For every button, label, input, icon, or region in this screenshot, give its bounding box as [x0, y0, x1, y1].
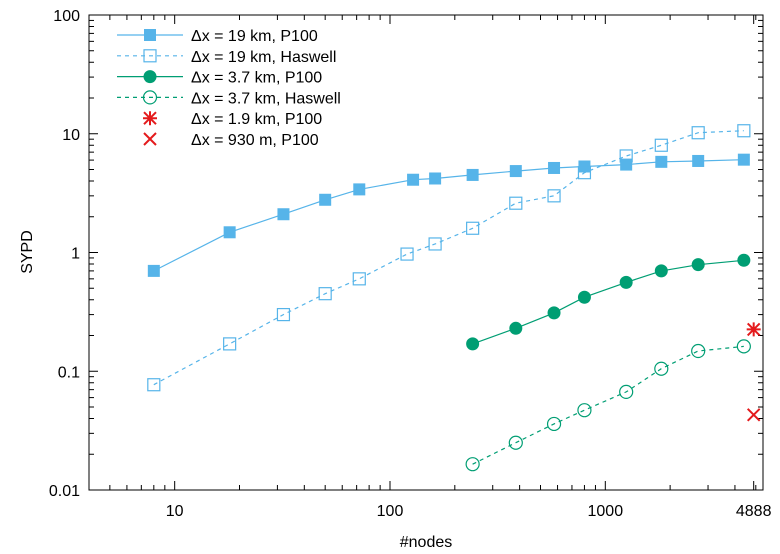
- legend-marker: [143, 132, 157, 146]
- x-tick-label: 4888: [736, 503, 772, 520]
- data-point: [620, 158, 633, 171]
- series-line: [472, 345, 744, 465]
- data-point: [223, 226, 236, 239]
- legend-marker: [143, 111, 157, 126]
- data-point: [466, 221, 480, 235]
- legend-marker: [142, 90, 158, 105]
- data-point: [466, 168, 479, 181]
- legend-label: Δx = 930 m, P100: [191, 132, 319, 149]
- data-point: [509, 196, 523, 210]
- data-point: [509, 165, 522, 178]
- series-line: [153, 159, 744, 272]
- x-tick-label: 100: [377, 503, 404, 520]
- legend-marker: [143, 70, 157, 84]
- data-point: [746, 408, 761, 422]
- data-point: [547, 306, 561, 320]
- series-layer: [147, 124, 761, 472]
- x-tick-label: 10: [166, 503, 184, 520]
- data-point: [577, 290, 591, 304]
- data-point: [429, 172, 442, 185]
- data-point: [654, 138, 668, 152]
- x-tick-label: 1000: [588, 503, 624, 520]
- data-point: [277, 208, 290, 221]
- series-5: [746, 408, 761, 422]
- data-point: [737, 153, 750, 166]
- data-point: [619, 149, 633, 163]
- data-point: [736, 339, 751, 354]
- data-point: [654, 361, 669, 376]
- data-point: [147, 378, 161, 392]
- data-point: [737, 124, 751, 138]
- y-axis-label: SYPD: [19, 230, 36, 274]
- series-line: [153, 130, 744, 386]
- legend-label: Δx = 3.7 km, Haswell: [191, 90, 341, 107]
- y-tick-label: 100: [53, 8, 80, 25]
- data-point: [577, 166, 592, 180]
- data-point: [546, 416, 562, 432]
- series-3: [465, 339, 751, 472]
- data-point: [428, 237, 442, 251]
- legend-label: Δx = 19 km, Haswell: [191, 49, 336, 66]
- data-point: [577, 403, 592, 418]
- data-point: [692, 154, 705, 167]
- legend: Δx = 19 km, P100 Δx = 19 km, Haswell Δx = …: [117, 28, 341, 149]
- data-point: [691, 126, 705, 140]
- axis-ticks: 0.01 0.1 1 10 100 10 100 1000 4888: [49, 8, 772, 520]
- y-tick-label: 0.1: [58, 364, 80, 381]
- data-point: [619, 384, 634, 400]
- data-point: [466, 337, 480, 351]
- data-point: [655, 155, 668, 168]
- data-point: [147, 264, 160, 277]
- data-point: [654, 264, 668, 278]
- data-point: [508, 435, 523, 450]
- data-point: [318, 287, 332, 301]
- legend-label: Δx = 3.7 km, P100: [191, 70, 322, 87]
- legend-label: Δx = 19 km, P100: [191, 28, 318, 45]
- data-point: [465, 457, 480, 472]
- data-point: [223, 337, 237, 351]
- data-point: [691, 343, 706, 359]
- data-point: [737, 253, 751, 267]
- series-1: [147, 124, 751, 392]
- data-point: [353, 183, 366, 196]
- legend-label: Δx = 1.9 km, P100: [191, 111, 322, 128]
- data-point: [746, 322, 761, 337]
- data-point: [407, 173, 420, 186]
- series-0: [147, 153, 750, 277]
- x-axis-label: #nodes: [400, 534, 453, 551]
- legend-marker: [144, 29, 156, 41]
- y-tick-label: 0.01: [49, 483, 80, 500]
- data-point: [319, 193, 332, 206]
- data-point: [276, 307, 291, 322]
- data-point: [400, 247, 414, 261]
- series-2: [466, 253, 751, 351]
- data-point: [547, 189, 561, 203]
- data-point: [509, 321, 523, 335]
- data-point: [548, 161, 561, 174]
- data-point: [691, 258, 705, 272]
- series-4: [746, 322, 761, 337]
- data-point: [352, 272, 366, 286]
- legend-marker: [143, 49, 157, 63]
- y-tick-label: 1: [71, 246, 80, 263]
- y-tick-label: 10: [62, 127, 80, 144]
- data-point: [619, 275, 633, 289]
